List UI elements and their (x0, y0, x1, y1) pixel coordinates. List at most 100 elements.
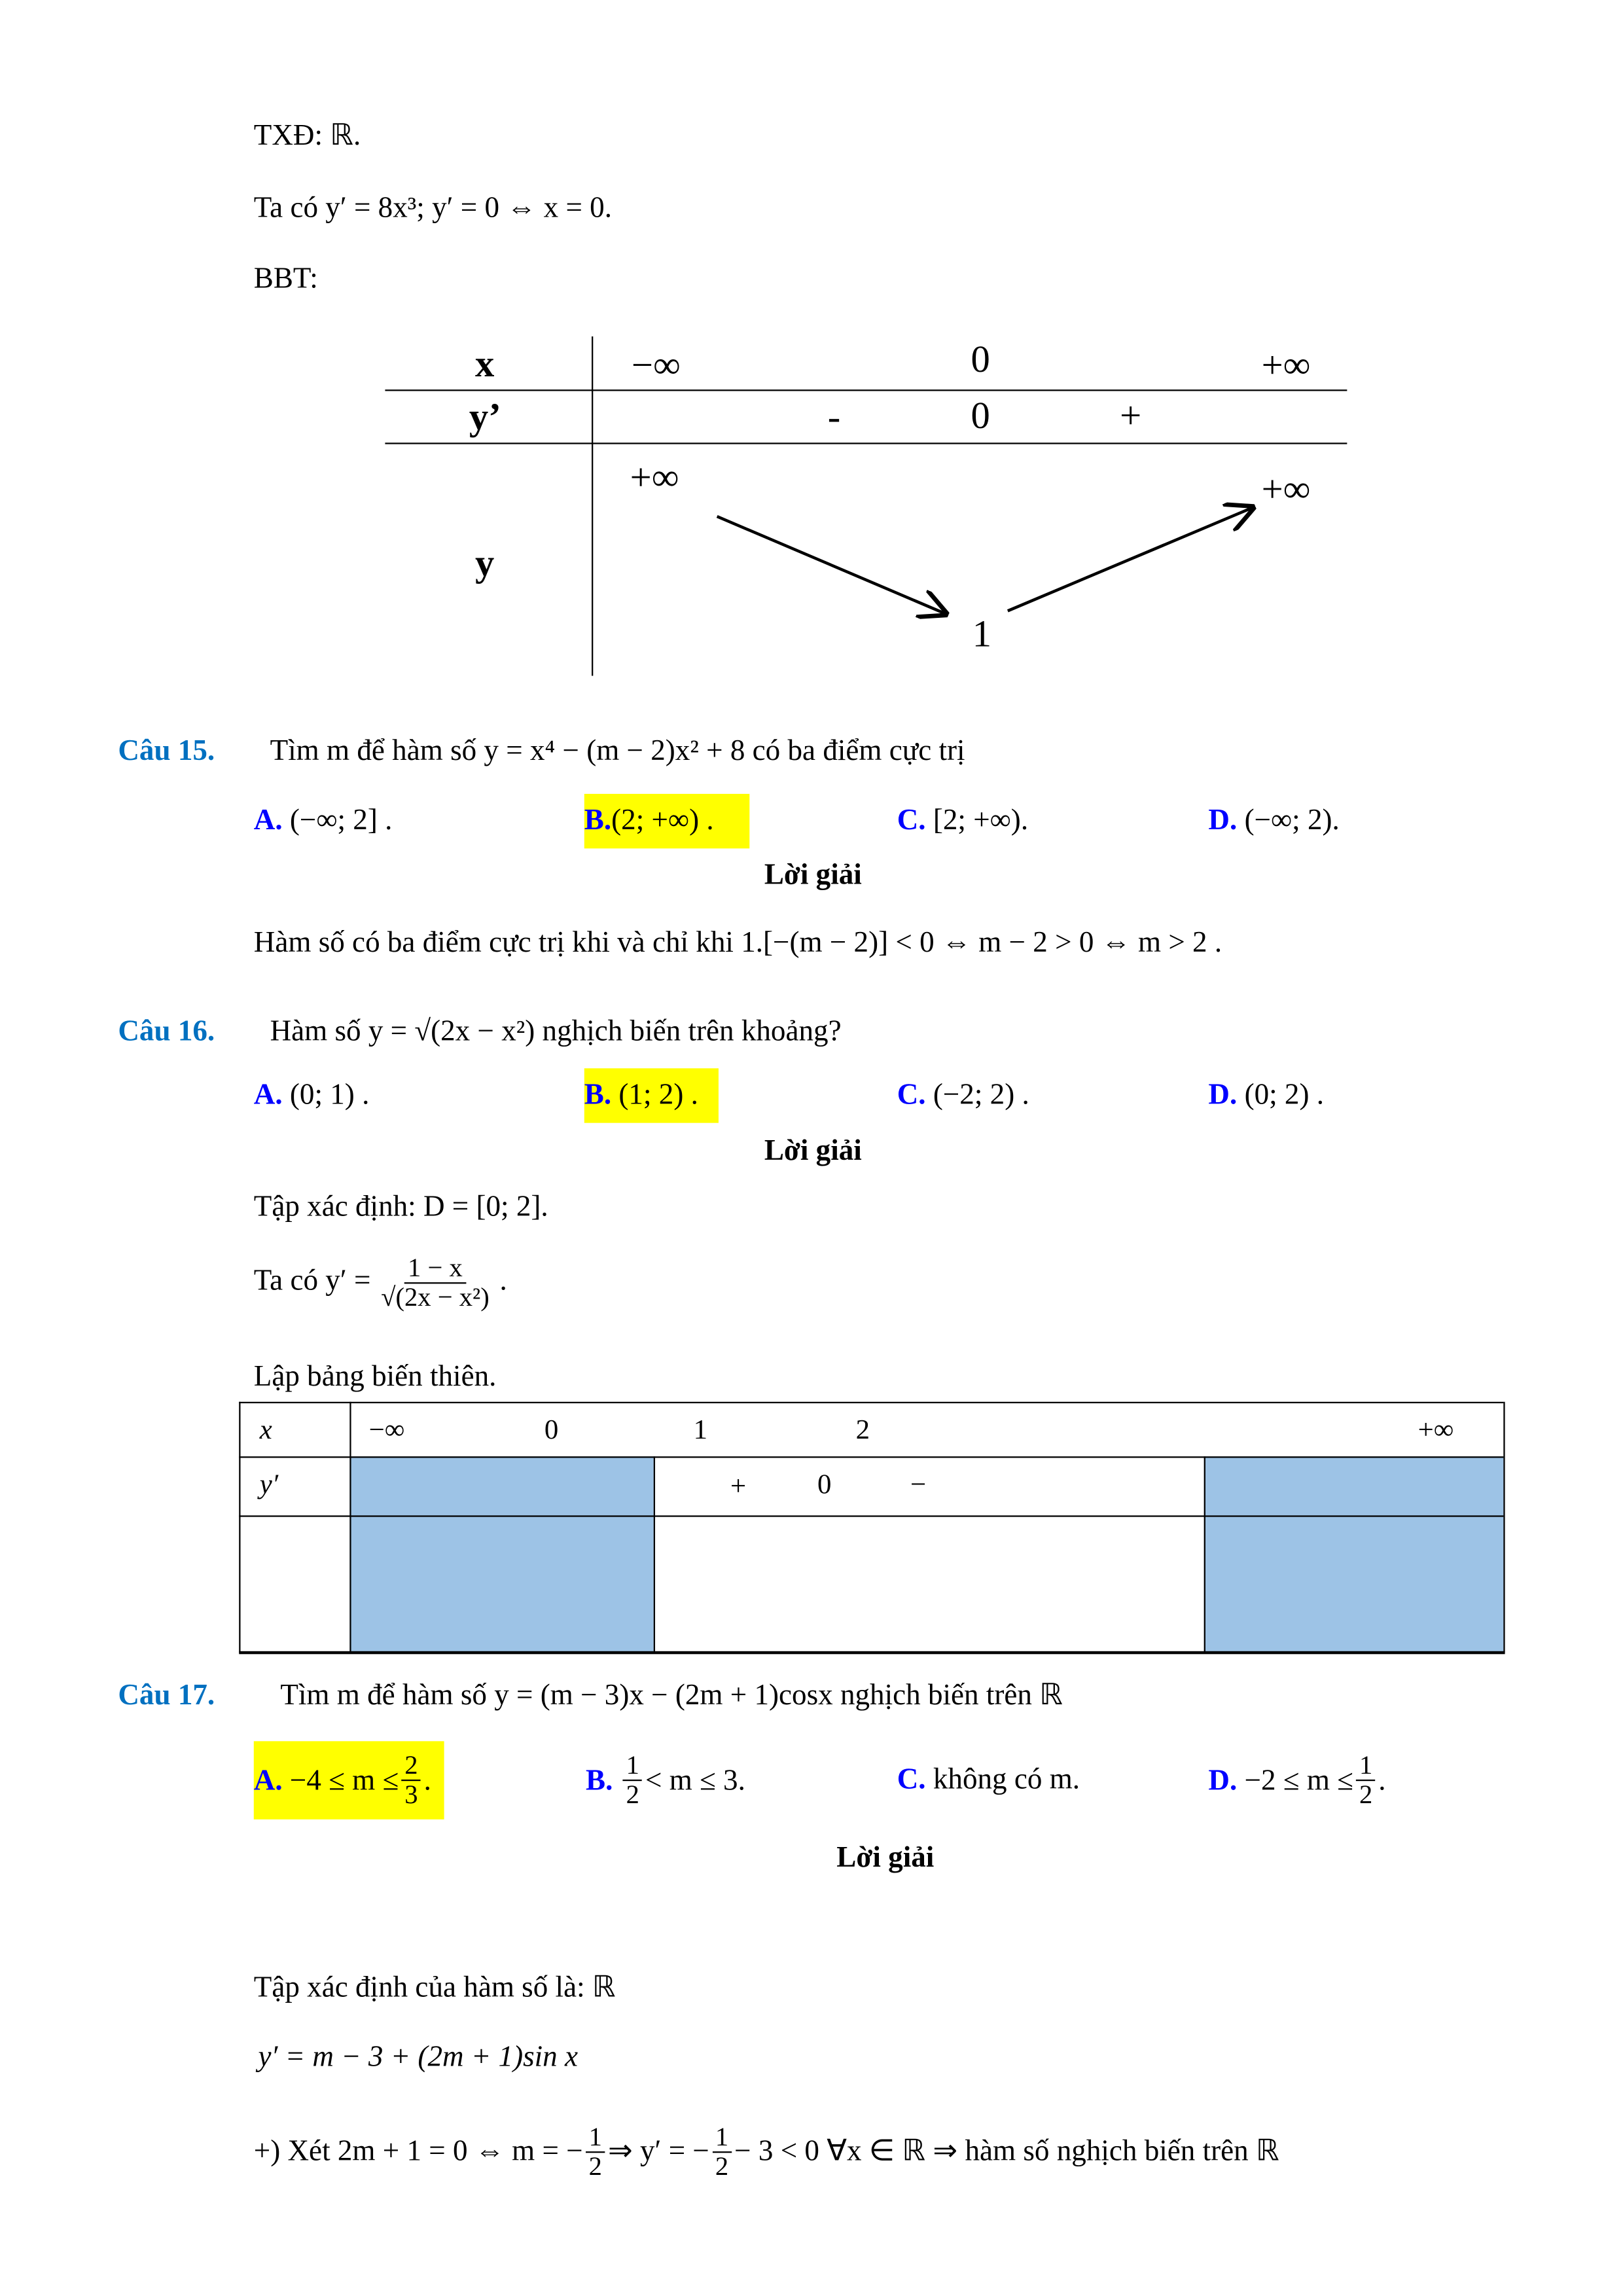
option-d[interactable]: D. (0; 2) . (1208, 1080, 1324, 1109)
option-label: B. (584, 804, 612, 837)
row-label-yprime: y’ (469, 395, 501, 439)
option-c[interactable]: C. (−2; 2) . (897, 1080, 1029, 1109)
solution-title: Lời giải (764, 859, 862, 891)
option-text: (0; 1) . (289, 1079, 370, 1111)
x-value: +∞ (1261, 344, 1311, 387)
x-value: 0 (544, 1415, 559, 1446)
option-text: (2; +∞) . (611, 804, 714, 837)
domain-line: TXĐ: ℝ. (253, 119, 361, 152)
denominator: 3 (404, 1779, 418, 1810)
solution-title: Lời giải (764, 1134, 862, 1168)
option-label: B. (586, 1764, 613, 1797)
derivative-line: Ta có y′ = 8x³; y′ = 0 ⇔ x = 0. (253, 192, 612, 224)
yprime-value: − (910, 1469, 927, 1501)
question-text: Hàm số y = √(2x − x²) nghịch biến trên k… (270, 1015, 842, 1048)
denominator: 2 (588, 2150, 602, 2181)
derivative-text: y′ = m − 3 + (2m + 1)sin x (258, 2040, 579, 2073)
table-title: Lập bảng biến thiên. (253, 1360, 497, 1393)
yprime-value: 0 (817, 1469, 832, 1501)
denominator: √(2x − x²) (381, 1282, 490, 1312)
option-text: (−∞; 2] . (289, 804, 393, 837)
option-text: (−∞; 2). (1244, 804, 1340, 837)
option-d[interactable]: D. −2 ≤ m ≤1 2. (1208, 1741, 1385, 1819)
numerator: 1 (586, 2122, 605, 2153)
option-c[interactable]: C. không có m. (897, 1765, 1080, 1794)
domain-text: Tập xác định của hàm số là: ℝ (253, 1971, 616, 2004)
option-text: . (423, 1764, 431, 1797)
denominator: 2 (626, 1779, 639, 1810)
option-label: C. (897, 1763, 926, 1796)
option-label: A. (253, 1764, 283, 1797)
question-number: Câu 17. (118, 1679, 215, 1712)
x-value: −∞ (631, 344, 681, 387)
x-value: +∞ (1418, 1415, 1454, 1446)
numerator: 1 (712, 2122, 732, 2153)
x-value: 0 (971, 338, 990, 381)
case-pre: +) Xét 2m + 1 = 0 ⇔ m = − (253, 2135, 583, 2168)
option-text: [2; +∞). (933, 804, 1029, 837)
option-text: . (1378, 1764, 1386, 1797)
denominator: 2 (1359, 1779, 1373, 1810)
numerator: 2 (401, 1751, 421, 1782)
case-mid: ⇒ y′ = − (607, 2135, 709, 2168)
bbt-arrows (716, 0, 1623, 738)
option-label: D. (1208, 1764, 1238, 1797)
y-value: +∞ (1261, 467, 1311, 511)
numerator: 1 − x (404, 1253, 466, 1284)
option-label: D. (1208, 804, 1238, 837)
case-text: +) Xét 2m + 1 = 0 ⇔ m = −1 2 ⇒ y′ = −1 2− 3… (254, 2116, 1279, 2187)
fraction: 1 − x √(2x − x²) (381, 1253, 490, 1312)
option-label: D. (1208, 1079, 1238, 1111)
option-text: −4 ≤ m ≤ (289, 1764, 399, 1797)
option-a-correct[interactable]: A. −4 ≤ m ≤2 3. (253, 1741, 444, 1820)
derivative-prefix: Ta có y′ = (253, 1265, 371, 1297)
option-label: B. (584, 1079, 612, 1111)
option-label: A. (253, 1079, 283, 1111)
derivative-text: Ta có y′ = 1 − x √(2x − x²) . (253, 1253, 507, 1312)
option-a[interactable]: A. (0; 1) . (254, 1080, 370, 1109)
yprime-value: + (1120, 393, 1142, 437)
option-b[interactable]: B. 1 2 < m ≤ 3. (586, 1741, 745, 1819)
option-d[interactable]: D. (−∞; 2). (1208, 806, 1339, 835)
numerator: 1 (1356, 1751, 1376, 1782)
option-text: < m ≤ 3. (645, 1764, 745, 1797)
row-label-x: x (474, 342, 495, 386)
solution-title: Lời giải (836, 1841, 935, 1874)
question-number: Câu 15. (118, 734, 215, 768)
y-value: +∞ (630, 456, 679, 499)
yprime-value: 0 (971, 393, 990, 437)
increasing-arrow (1007, 508, 1253, 613)
option-b-correct[interactable]: B. (1; 2) . (584, 1068, 719, 1123)
x-value: 2 (855, 1415, 870, 1446)
option-label: C. (897, 1079, 926, 1111)
decreasing-arrow (716, 515, 946, 614)
option-label: A. (253, 804, 283, 837)
option-c[interactable]: C. [2; +∞). (897, 806, 1028, 835)
option-b-correct[interactable]: B.(2; +∞) . (584, 793, 750, 849)
option-a[interactable]: A. (−∞; 2] . (254, 806, 393, 835)
domain-text: Tập xác định: D = [0; 2]. (253, 1191, 548, 1223)
solution-text: Hàm số có ba điểm cực trị khi và chỉ khi… (253, 926, 1222, 960)
x-value: −∞ (368, 1415, 405, 1446)
denominator: 2 (715, 2150, 729, 2181)
row-label-y: y (474, 541, 495, 584)
question-text: Tìm m để hàm số y = x⁴ − (m − 2)x² + 8 c… (270, 734, 965, 768)
bbt-label: BBT: (253, 262, 318, 295)
row-label-x: x (259, 1415, 272, 1446)
y-value: 1 (972, 612, 992, 655)
yprime-value: + (730, 1471, 747, 1503)
option-label: C. (897, 804, 926, 837)
option-text: (1; 2) . (618, 1079, 698, 1111)
yprime-value: - (827, 395, 841, 439)
option-text: −2 ≤ m ≤ (1244, 1764, 1353, 1797)
numerator: 1 (623, 1751, 643, 1782)
question-number: Câu 16. (118, 1015, 215, 1048)
x-value: 1 (693, 1415, 708, 1446)
option-text: không có m. (933, 1763, 1080, 1796)
